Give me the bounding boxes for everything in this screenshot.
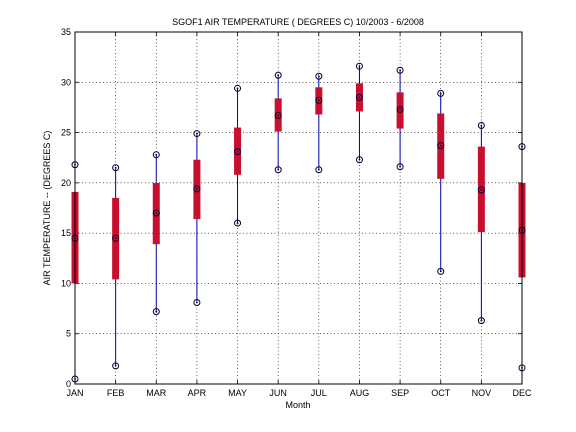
max-marker-dot xyxy=(196,132,198,135)
min-marker xyxy=(437,267,445,275)
min-marker xyxy=(274,166,282,174)
median-marker xyxy=(234,148,242,156)
max-marker-dot xyxy=(399,69,401,72)
min-marker xyxy=(193,299,201,307)
y-tick-label: 15 xyxy=(61,228,71,238)
min-marker xyxy=(234,219,242,227)
min-marker-dot xyxy=(114,364,117,367)
median-marker xyxy=(274,111,282,119)
min-marker-dot xyxy=(196,301,198,304)
median-marker-dot xyxy=(277,114,280,117)
min-marker xyxy=(112,362,120,370)
y-tick-label: 35 xyxy=(61,27,71,37)
min-marker-dot xyxy=(399,165,401,168)
x-tick-label: NOV xyxy=(472,388,492,398)
box-group-jul xyxy=(315,72,323,174)
median-marker-dot xyxy=(480,188,483,191)
max-marker xyxy=(193,130,201,138)
min-marker xyxy=(315,166,323,174)
box-group-nov xyxy=(477,122,485,325)
median-marker xyxy=(193,185,201,193)
box-group-mar xyxy=(152,151,160,316)
max-marker-dot xyxy=(317,75,320,78)
median-marker xyxy=(152,209,160,217)
chart-title: SGOF1 AIR TEMPERATURE ( DEGREES C) 10/20… xyxy=(172,17,424,27)
y-tick-label: 30 xyxy=(61,77,71,87)
x-tick-label: APR xyxy=(188,388,207,398)
median-marker xyxy=(355,93,363,101)
box-group-apr xyxy=(193,130,201,307)
min-marker-dot xyxy=(358,158,361,161)
min-marker-dot xyxy=(480,319,483,322)
median-marker-dot xyxy=(399,108,401,111)
max-marker-dot xyxy=(114,166,117,169)
median-marker-dot xyxy=(439,144,442,147)
median-marker-dot xyxy=(317,99,320,102)
y-axis-label: AIR TEMPERATURE -- (DEGREES C) xyxy=(42,131,52,286)
tick-labels: 0 5 10 15 20 25 30 35 JAN FEB MAR APR MAY JUN JUL AUG SE… xyxy=(61,27,532,398)
max-marker xyxy=(112,164,120,172)
min-marker xyxy=(152,308,160,316)
max-marker-dot xyxy=(155,153,158,156)
box-group-aug xyxy=(355,62,363,164)
median-marker xyxy=(477,186,485,194)
box-group-sep xyxy=(396,66,404,171)
box-group-may xyxy=(234,84,242,227)
max-marker xyxy=(437,89,445,97)
max-marker xyxy=(152,151,160,159)
min-marker-dot xyxy=(277,168,280,171)
max-marker-dot xyxy=(480,124,483,127)
min-marker-dot xyxy=(439,270,442,273)
max-marker xyxy=(274,71,282,79)
max-marker xyxy=(396,66,404,74)
x-tick-label: OCT xyxy=(431,388,451,398)
plot-frame xyxy=(74,31,523,385)
iqr-box xyxy=(396,92,404,129)
x-tick-label: FEB xyxy=(107,388,125,398)
max-marker-dot xyxy=(236,87,239,90)
median-marker xyxy=(315,96,323,104)
median-marker-dot xyxy=(155,212,158,214)
max-marker xyxy=(234,84,242,92)
min-marker xyxy=(477,317,485,325)
y-tick-label: 10 xyxy=(61,278,71,288)
median-marker-dot xyxy=(114,237,117,240)
box-group-feb xyxy=(112,164,120,370)
y-tick-label: 25 xyxy=(61,128,71,138)
median-marker-dot xyxy=(236,150,239,153)
box-group-jun xyxy=(274,71,282,174)
median-marker xyxy=(112,234,120,242)
median-marker-dot xyxy=(196,187,198,190)
y-tick-label: 20 xyxy=(61,178,71,188)
max-marker xyxy=(315,72,323,80)
min-marker-dot xyxy=(317,168,320,171)
min-marker xyxy=(355,156,363,164)
max-marker-dot xyxy=(439,92,442,95)
x-tick-label: MAR xyxy=(146,388,167,398)
x-tick-label: JAN xyxy=(66,388,83,398)
max-marker-dot xyxy=(358,65,361,68)
max-marker xyxy=(477,122,485,130)
median-marker xyxy=(437,142,445,150)
x-axis-label: Month xyxy=(285,400,310,410)
plot-background xyxy=(75,32,522,384)
max-marker xyxy=(355,62,363,70)
max-marker-dot xyxy=(277,74,280,77)
x-tick-label: MAY xyxy=(228,388,247,398)
box-group-oct xyxy=(437,89,445,275)
min-marker xyxy=(396,163,404,171)
x-tick-label: JUL xyxy=(311,388,327,398)
median-marker-dot xyxy=(358,96,361,99)
x-tick-label: AUG xyxy=(350,388,370,398)
min-marker-dot xyxy=(155,310,158,313)
min-marker-dot xyxy=(236,222,239,224)
median-marker xyxy=(396,105,404,113)
y-tick-label: 0 xyxy=(66,379,71,389)
y-tick-label: 5 xyxy=(66,329,71,339)
x-tick-label: JUN xyxy=(269,388,287,398)
x-tick-label: SEP xyxy=(391,388,409,398)
x-tick-label: DEC xyxy=(512,388,532,398)
